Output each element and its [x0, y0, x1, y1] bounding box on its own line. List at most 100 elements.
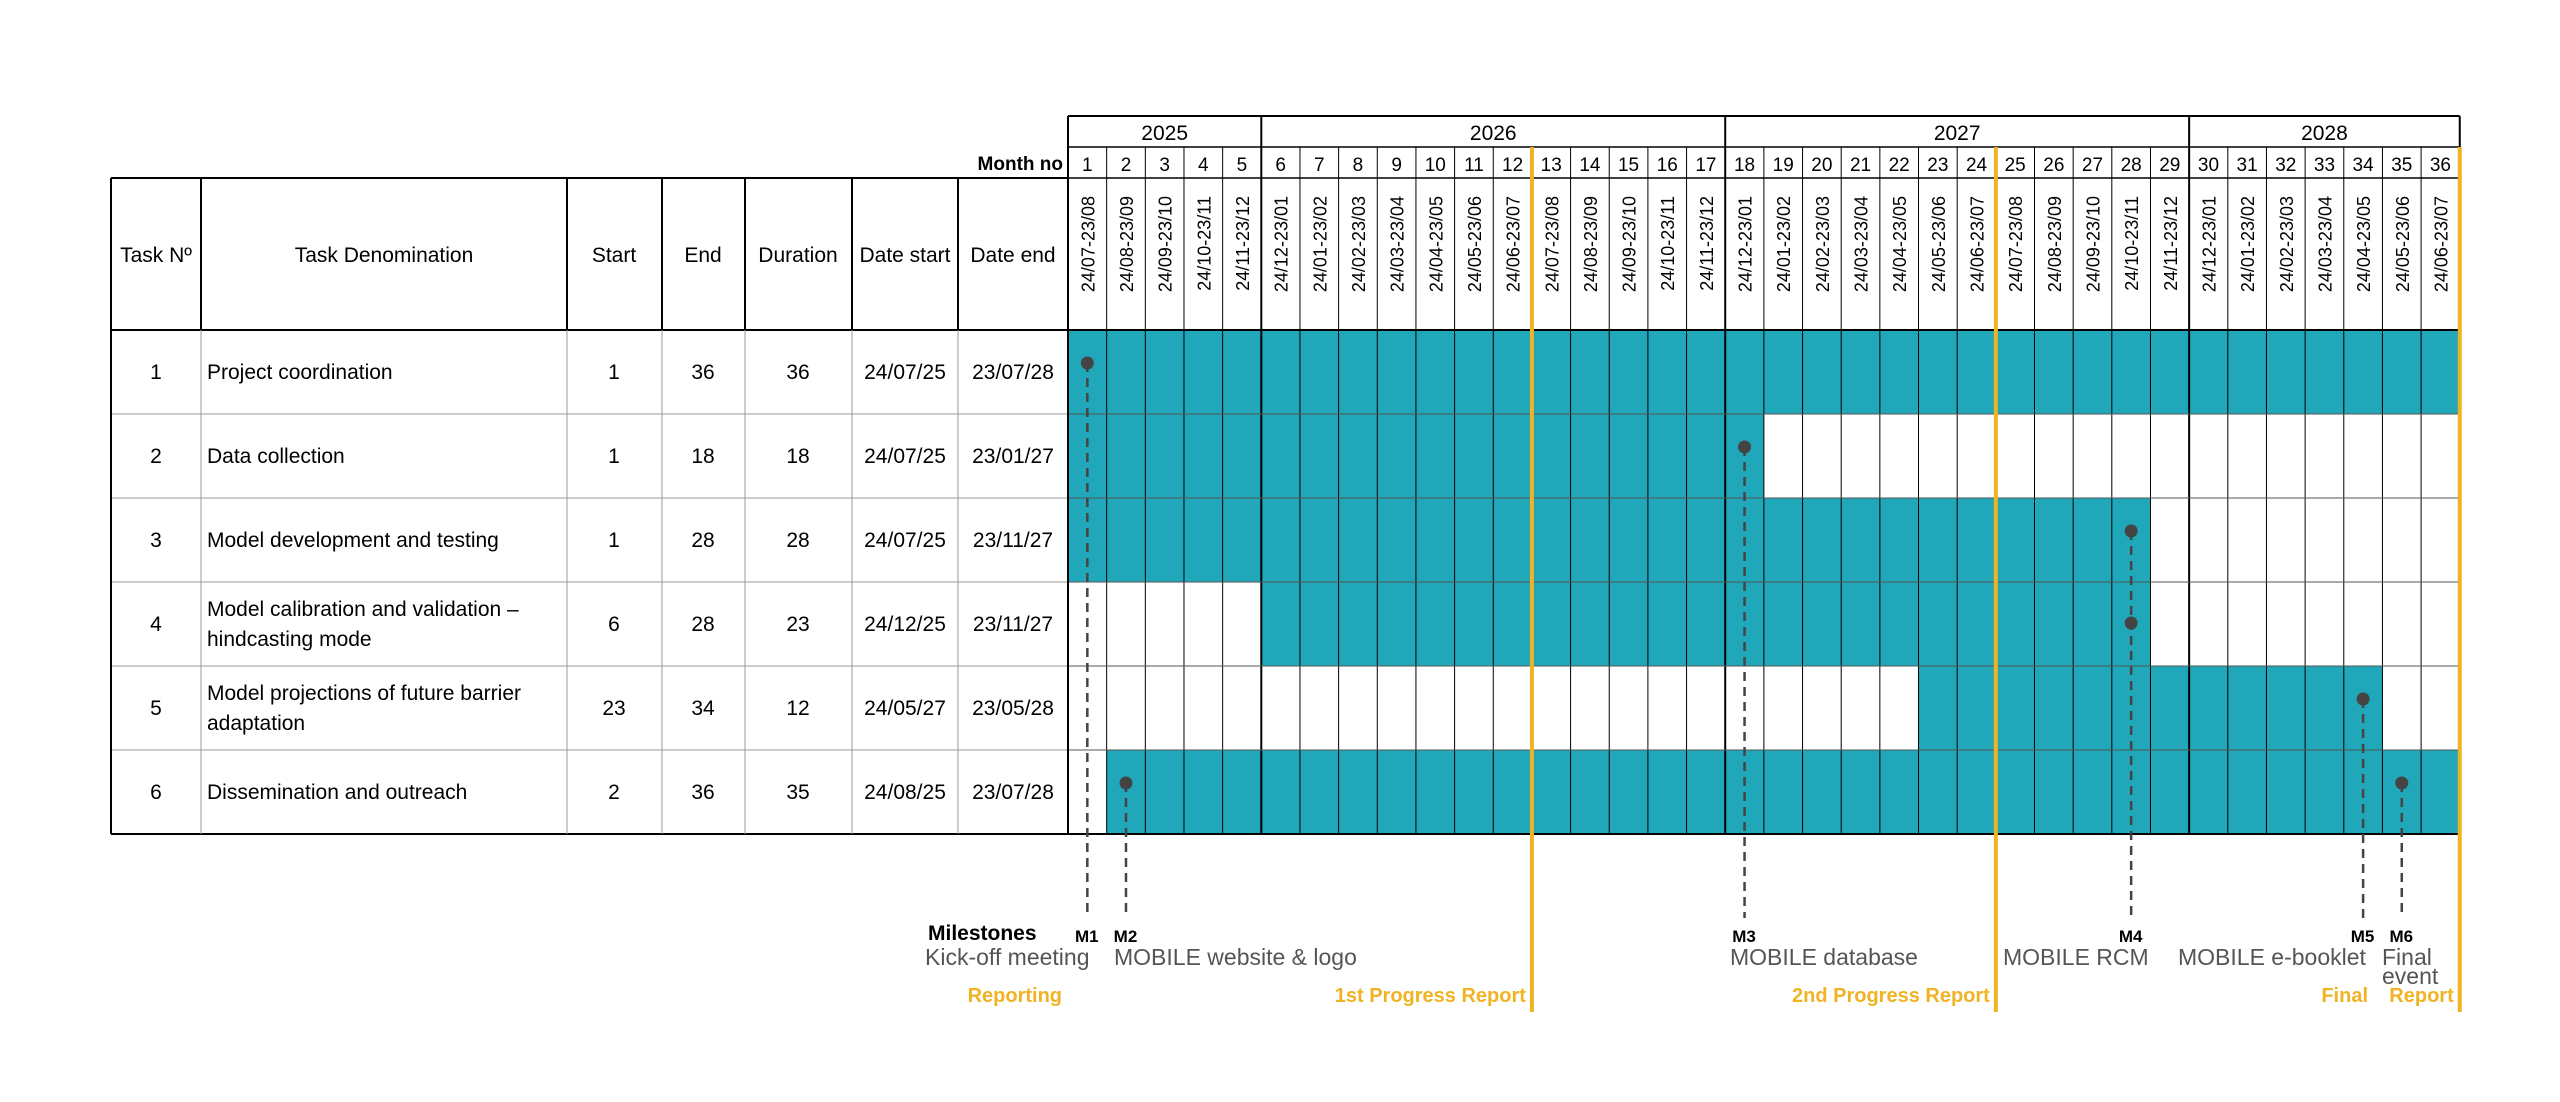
month-date-range: 24/03-23/04 [1852, 196, 1872, 292]
month-date-range: 24/11-23/12 [2161, 196, 2181, 291]
month-date-range: 24/06-23/07 [1968, 196, 1988, 292]
header-start: Start [592, 244, 637, 267]
month-number: 11 [1464, 155, 1484, 176]
month-number: 8 [1353, 155, 1364, 176]
task-start: 1 [608, 445, 620, 468]
month-number: 29 [2159, 155, 2180, 176]
task-end: 36 [691, 781, 714, 804]
milestone-marker-M1 [1080, 356, 1094, 370]
task-date-start: 24/07/25 [864, 529, 946, 552]
month-date-range: 24/06-23/07 [1504, 196, 1524, 292]
task-date-start: 24/07/25 [864, 361, 946, 384]
month-date-range: 24/12-23/01 [1736, 196, 1756, 292]
month-number: 31 [2237, 155, 2258, 176]
month-number: 35 [2391, 155, 2412, 176]
month-date-range: 24/05-23/06 [2393, 196, 2413, 292]
task-duration: 28 [786, 529, 809, 552]
task-start: 1 [608, 529, 620, 552]
task-name: hindcasting mode [207, 628, 372, 651]
task-date-start: 24/08/25 [864, 781, 946, 804]
milestone-marker-M3 [1738, 440, 1752, 454]
task-name: adaptation [207, 712, 305, 735]
month-date-range: 24/07-23/08 [2006, 196, 2026, 292]
month-number: 5 [1237, 155, 1248, 176]
month-date-range: 24/03-23/04 [1388, 196, 1408, 292]
month-number: 22 [1889, 155, 1910, 176]
month-date-range: 24/01-23/02 [1310, 196, 1330, 292]
task-name: Project coordination [207, 361, 393, 384]
month-date-range: 24/02-23/03 [1813, 196, 1833, 292]
month-date-range: 24/11-23/12 [1233, 196, 1253, 291]
month-date-range: 24/06-23/07 [2431, 196, 2451, 292]
task-end: 36 [691, 361, 714, 384]
task-duration: 35 [786, 781, 809, 804]
milestone-marker-M2 [1119, 776, 1133, 790]
month-date-range: 24/01-23/02 [2238, 196, 2258, 292]
task-duration: 12 [786, 697, 809, 720]
month-number: 9 [1391, 155, 1402, 176]
month-date-range: 24/11-23/12 [1697, 196, 1717, 291]
task-number: 5 [150, 697, 162, 720]
month-date-range: 24/10-23/11 [1658, 196, 1678, 291]
month-date-range: 24/04-23/05 [2354, 196, 2374, 292]
month-number: 21 [1850, 155, 1871, 176]
report-label-3: Final [2321, 985, 2368, 1007]
milestone-marker-M6 [2395, 776, 2409, 790]
task-end: 28 [691, 529, 714, 552]
task-name: Data collection [207, 445, 345, 468]
year-label-2027: 2027 [1934, 122, 1981, 145]
month-number: 4 [1198, 155, 1209, 176]
task-end: 28 [691, 613, 714, 636]
milestone-label-M6: Final [2382, 944, 2432, 970]
task-start: 1 [608, 361, 620, 384]
milestone-label-M6: event [2382, 963, 2439, 989]
report-label-1: 1st Progress Report [1335, 985, 1527, 1007]
year-label-2026: 2026 [1470, 122, 1517, 145]
task-number: 2 [150, 445, 162, 468]
milestone-marker-M4 [2124, 616, 2138, 630]
month-number: 3 [1159, 155, 1170, 176]
month-number: 17 [1695, 155, 1716, 176]
month-date-range: 24/12-23/01 [2199, 196, 2219, 292]
month-number: 30 [2198, 155, 2219, 176]
task-date-end: 23/01/27 [972, 445, 1054, 468]
month-number: 24 [1966, 155, 1988, 176]
milestone-label-M2: MOBILE website & logo [1114, 944, 1357, 970]
milestone-id-M2: M2 [1114, 927, 1138, 946]
milestone-id-M1: M1 [1075, 927, 1099, 946]
month-number: 25 [2005, 155, 2026, 176]
month-date-range: 24/08-23/09 [1117, 196, 1137, 292]
gantt-bar-task-6 [1106, 750, 2460, 834]
month-date-range: 24/05-23/06 [1929, 196, 1949, 292]
month-date-range: 24/04-23/05 [1890, 196, 1910, 292]
header-date-end: Date end [970, 244, 1055, 267]
month-number: 16 [1657, 155, 1678, 176]
month-number: 32 [2275, 155, 2296, 176]
task-number: 3 [150, 529, 162, 552]
task-end: 18 [691, 445, 714, 468]
task-number: 1 [150, 361, 162, 384]
task-date-end: 23/11/27 [973, 529, 1053, 552]
task-date-start: 24/07/25 [864, 445, 946, 468]
header-date-start: Date start [859, 244, 950, 267]
month-date-range: 24/01-23/02 [1774, 196, 1794, 292]
reporting-label: Reporting [968, 985, 1062, 1007]
task-start: 23 [602, 697, 625, 720]
year-label-2028: 2028 [2301, 122, 2348, 145]
task-date-start: 24/05/27 [864, 697, 946, 720]
month-number: 13 [1541, 155, 1562, 176]
task-duration: 23 [786, 613, 809, 636]
task-date-end: 23/07/28 [972, 781, 1054, 804]
header-duration: Duration [758, 244, 837, 267]
month-date-range: 24/02-23/03 [1349, 196, 1369, 292]
month-date-range: 24/02-23/03 [2277, 196, 2297, 292]
milestone-label-M3: MOBILE database [1730, 944, 1918, 970]
task-number: 4 [150, 613, 162, 636]
month-number: 2 [1121, 155, 1132, 176]
task-date-start: 24/12/25 [864, 613, 946, 636]
report-label-3: Report [2389, 985, 2454, 1007]
month-date-range: 24/05-23/06 [1465, 196, 1485, 292]
milestone-marker-M4 [2124, 524, 2138, 538]
month-date-range: 24/09-23/10 [2083, 196, 2103, 292]
